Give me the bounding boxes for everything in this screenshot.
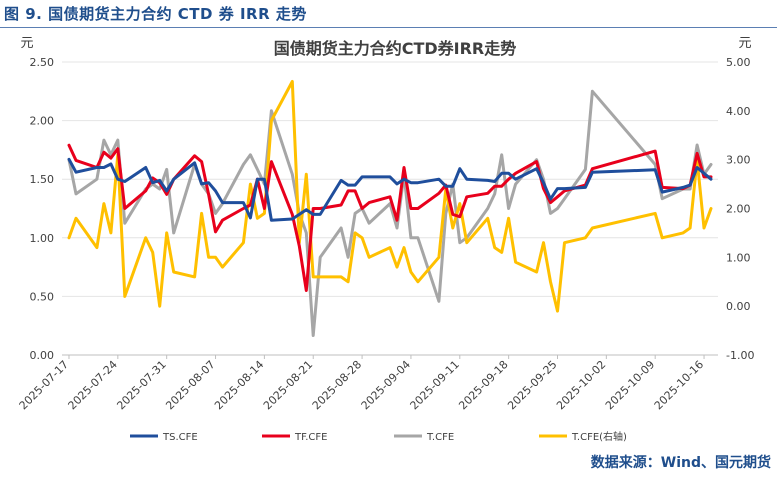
y-right-tick-label: 4.00 bbox=[726, 105, 751, 118]
x-tick-label: 2025-08-07 bbox=[163, 358, 217, 412]
y-left-tick-label: 0.00 bbox=[30, 349, 55, 362]
chart-title: 国债期货主力合约CTD券IRR走势 bbox=[274, 39, 517, 58]
legend-label: TF.CFE bbox=[294, 432, 328, 443]
gridlines bbox=[62, 61, 718, 356]
y-right-tick-label: 1.00 bbox=[726, 251, 751, 264]
x-tick-label: 2025-07-24 bbox=[66, 358, 120, 412]
y-right-tick-label: -1.00 bbox=[726, 349, 754, 362]
x-tick-label: 2025-09-25 bbox=[505, 358, 559, 412]
series-line-T.CFE bbox=[67, 89, 713, 337]
y-right-tick-label: 3.00 bbox=[726, 154, 751, 167]
figure-caption: 图 9. 国债期货主力合约 CTD 券 IRR 走势 bbox=[4, 5, 307, 23]
legend-label: TS.CFE bbox=[162, 432, 198, 443]
x-tick-label: 2025-10-09 bbox=[603, 358, 657, 412]
series-line-TS.CFE bbox=[67, 157, 713, 222]
y-left-tick-label: 1.00 bbox=[30, 232, 55, 245]
series-line-TF.CFE bbox=[67, 143, 713, 292]
legend-label: T.CFE bbox=[426, 432, 454, 443]
series-line-T.CFE(右轴) bbox=[67, 80, 713, 313]
y-right-axis: -1.00 0.00 1.00 2.00 3.00 4.00 5.00 bbox=[726, 56, 754, 362]
caption-rule bbox=[0, 27, 777, 28]
y-left-tick-label: 2.00 bbox=[30, 115, 55, 128]
y-left-tick-label: 0.50 bbox=[30, 290, 55, 303]
y-right-tick-label: 2.00 bbox=[726, 203, 751, 216]
x-tick-label: 2025-09-11 bbox=[408, 358, 462, 412]
x-tick-label: 2025-08-21 bbox=[261, 358, 315, 412]
y-right-unit: 元 bbox=[738, 36, 751, 51]
x-tick-label: 2025-08-28 bbox=[310, 358, 364, 412]
x-axis: 2025-07-172025-07-242025-07-312025-08-07… bbox=[17, 355, 706, 412]
x-tick-label: 2025-07-31 bbox=[114, 358, 168, 412]
y-right-tick-label: 5.00 bbox=[726, 56, 751, 69]
y-left-unit: 元 bbox=[20, 36, 33, 51]
x-tick-label: 2025-10-16 bbox=[652, 358, 706, 412]
x-tick-label: 2025-09-04 bbox=[359, 358, 413, 412]
y-left-tick-label: 2.50 bbox=[30, 56, 55, 69]
series-lines bbox=[67, 80, 713, 337]
y-right-tick-label: 0.00 bbox=[726, 300, 751, 313]
x-tick-label: 2025-09-18 bbox=[456, 358, 510, 412]
x-tick-label: 2025-08-14 bbox=[212, 358, 266, 412]
legend: TS.CFE TF.CFE T.CFE T.CFE(右轴) bbox=[130, 430, 627, 443]
data-source: 数据来源：Wind、国元期货 bbox=[590, 455, 771, 471]
x-tick-label: 2025-10-02 bbox=[554, 358, 608, 412]
x-tick-label: 2025-07-17 bbox=[17, 358, 71, 412]
legend-label: T.CFE(右轴) bbox=[571, 430, 627, 443]
y-left-tick-label: 1.50 bbox=[30, 173, 55, 186]
y-left-axis: 0.00 0.50 1.00 1.50 2.00 2.50 bbox=[30, 56, 55, 362]
